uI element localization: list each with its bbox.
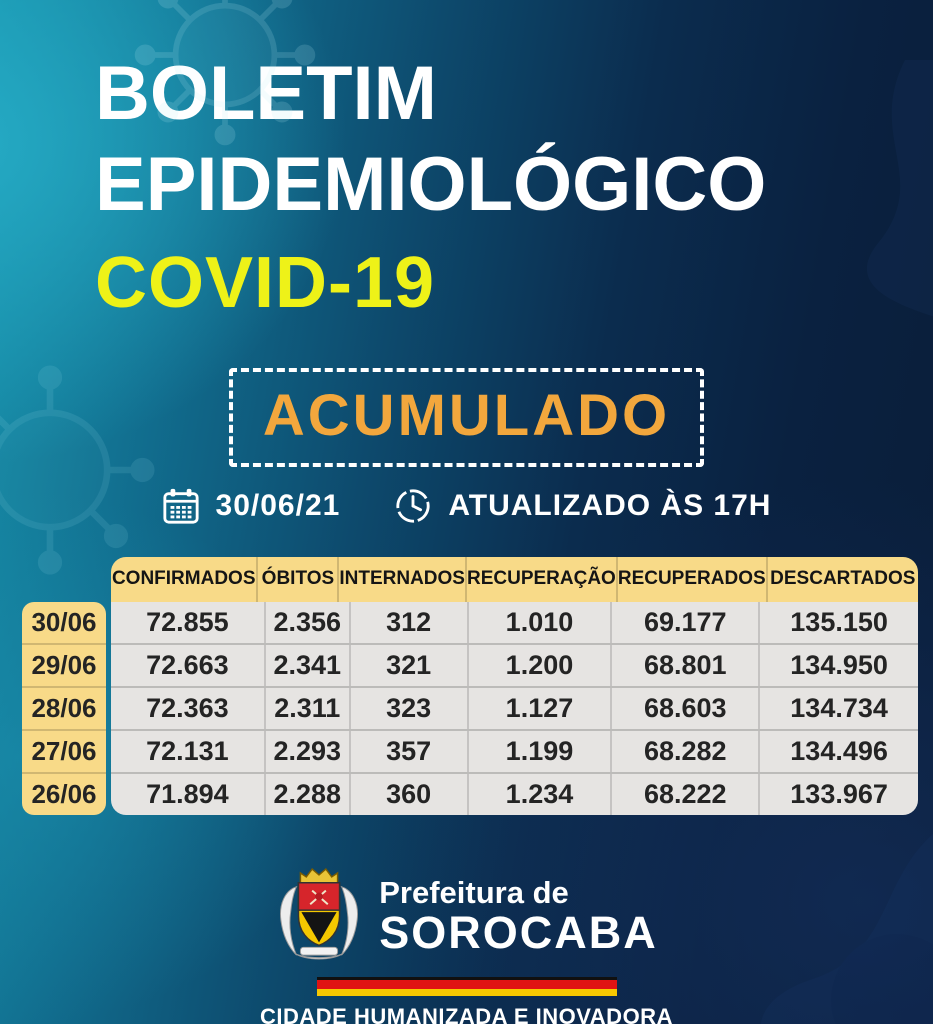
cell: 1.127 xyxy=(469,687,613,729)
org-line-1: Prefeitura de xyxy=(379,874,569,910)
city-logo: Prefeitura de SOROCABA xyxy=(275,865,658,969)
column-header-internados: INTERNADOS xyxy=(339,556,467,602)
cell: 72.663 xyxy=(111,644,266,686)
cell: 321 xyxy=(351,644,469,686)
column-header-recuperados: RECUPERADOS xyxy=(618,556,768,602)
cell: 68.282 xyxy=(612,730,761,772)
table-row: 72.363 2.311 323 1.127 68.603 134.734 xyxy=(111,687,918,731)
table-row: 72.131 2.293 357 1.199 68.282 134.496 xyxy=(111,730,918,774)
title-line-2: EPIDEMIOLÓGICO xyxy=(95,142,767,228)
title-block: BOLETIM EPIDEMIOLÓGICO COVID-19 xyxy=(0,0,933,324)
table-header-row: CONFIRMADOS ÓBITOS INTERNADOS RECUPERAÇÃ… xyxy=(111,556,918,602)
row-date: 29/06 xyxy=(22,645,106,688)
cell: 133.967 xyxy=(790,778,888,809)
updated-label: ATUALIZADO ÀS 17H xyxy=(448,488,772,522)
footer: Prefeitura de SOROCABA CIDADE HUMANIZADA… xyxy=(0,865,933,1024)
sorocaba-coat-of-arms-icon xyxy=(280,867,359,960)
org-line-2: SOROCABA xyxy=(379,907,658,959)
calendar-icon xyxy=(162,488,199,524)
column-header-descartados: DESCARTADOS xyxy=(770,568,916,590)
cell: 2.356 xyxy=(266,601,351,643)
org-text: Prefeitura de SOROCABA xyxy=(379,874,658,959)
bulletin-date: 30/06/21 xyxy=(215,488,341,522)
cell: 71.894 xyxy=(111,773,266,815)
cell: 1.010 xyxy=(469,601,613,643)
cell: 2.341 xyxy=(266,644,351,686)
table-row: 72.663 2.341 321 1.200 68.801 134.950 xyxy=(111,644,918,688)
row-date: 28/06 xyxy=(22,688,106,731)
cell: 72.131 xyxy=(111,730,266,772)
title-covid: COVID-19 xyxy=(95,243,436,324)
table-row: 71.894 2.288 360 1.234 68.222 133.967 xyxy=(111,773,918,815)
covid-data-table: 30/06 29/06 28/06 27/06 26/06 CONFIRMADO… xyxy=(22,556,918,815)
column-header-obitos: ÓBITOS xyxy=(258,556,340,602)
table-body: 72.855 2.356 312 1.010 69.177 135.150 72… xyxy=(111,601,918,815)
title-line-1: BOLETIM xyxy=(95,51,437,136)
cell: 134.734 xyxy=(790,692,888,723)
table-main: CONFIRMADOS ÓBITOS INTERNADOS RECUPERAÇÃ… xyxy=(111,556,918,815)
row-date: 26/06 xyxy=(31,778,97,809)
cell: 323 xyxy=(351,687,469,729)
cell: 1.234 xyxy=(469,773,613,815)
clock-icon xyxy=(396,488,430,523)
cell: 134.950 xyxy=(790,649,888,680)
column-header-recuperacao: RECUPERAÇÃO xyxy=(467,556,618,602)
cell: 68.801 xyxy=(612,644,761,686)
cell: 1.200 xyxy=(469,644,613,686)
cell: 2.288 xyxy=(266,773,351,815)
meta-row: 30/06/21 ATUALIZADO ÀS 17H xyxy=(0,487,933,525)
column-header-confirmados: CONFIRMADOS xyxy=(111,556,259,602)
cell: 2.311 xyxy=(266,687,351,729)
acumulado-badge: ACUMULADO xyxy=(228,367,705,467)
row-date: 30/06 xyxy=(22,602,106,645)
cell: 72.363 xyxy=(111,687,266,729)
table-row: 72.855 2.356 312 1.010 69.177 135.150 xyxy=(111,601,918,645)
city-motto: CIDADE HUMANIZADA E INOVADORA xyxy=(260,1003,673,1024)
date-column: 30/06 29/06 28/06 27/06 26/06 xyxy=(22,601,106,815)
row-date: 27/06 xyxy=(22,731,106,774)
acumulado-badge-wrap: ACUMULADO xyxy=(0,367,933,467)
cell: 134.496 xyxy=(790,735,888,766)
cell: 69.177 xyxy=(612,601,761,643)
cell: 135.150 xyxy=(790,606,888,637)
cell: 68.603 xyxy=(612,687,761,729)
cell: 72.855 xyxy=(111,601,266,643)
cell: 357 xyxy=(351,730,469,772)
cell: 2.293 xyxy=(266,730,351,772)
cell: 1.199 xyxy=(469,730,613,772)
cell: 360 xyxy=(351,773,469,815)
cell: 312 xyxy=(351,601,469,643)
acumulado-label: ACUMULADO xyxy=(262,382,671,448)
flag-stripe xyxy=(316,976,617,996)
cell: 68.222 xyxy=(612,773,761,815)
